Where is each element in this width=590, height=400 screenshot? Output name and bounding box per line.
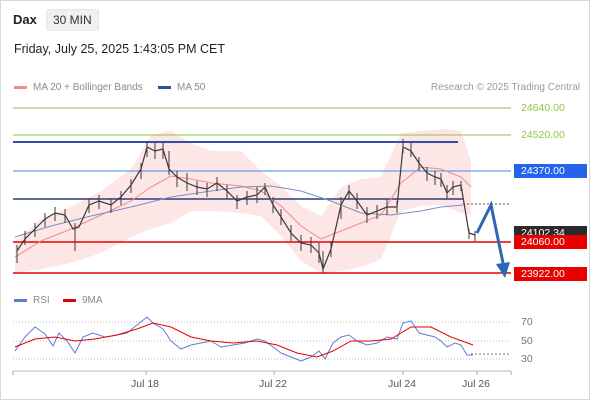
credit-text: Research © 2025 Trading Central	[430, 82, 580, 93]
price-label-24640: 24640.00	[521, 102, 565, 114]
ma9-line	[14, 322, 474, 358]
x-label-jul26: Jul 26	[462, 378, 491, 390]
legend-ma50: MA 50	[158, 82, 205, 93]
price-path	[16, 146, 476, 271]
ma50-swatch	[158, 85, 171, 89]
ma50-line	[14, 185, 464, 238]
x-label-jul22: Jul 22	[259, 378, 288, 390]
rsi-tick-30: 30	[521, 353, 533, 365]
price-label-24520: 24520.00	[521, 129, 565, 141]
legend-ma9: 9MA	[63, 295, 103, 306]
price-label-24370: 24370.00	[514, 164, 587, 178]
legend-ma20: MA 20 + Bollinger Bands	[14, 82, 143, 93]
price-label-24060: 24060.00	[514, 235, 587, 249]
forecast-arrowhead	[496, 262, 510, 278]
rsi-tick-70: 70	[521, 316, 533, 328]
legend-rsi-label: RSI	[33, 295, 50, 306]
legend-rsi: RSI	[14, 295, 50, 306]
rsi-tick-50: 50	[521, 335, 533, 347]
legend-ma9-label: 9MA	[82, 295, 103, 306]
x-label-jul18: Jul 18	[131, 378, 160, 390]
rsi-swatch	[14, 298, 27, 302]
timeframe-selector[interactable]: 30 MIN	[46, 9, 99, 31]
ma20-line	[14, 166, 472, 258]
timestamp: Friday, July 25, 2025 1:43:05 PM CET	[14, 42, 225, 56]
symbol-title: Dax	[13, 12, 37, 27]
ma20-swatch	[14, 85, 27, 89]
forecast-arrow-path	[475, 200, 505, 264]
bollinger-band	[15, 129, 471, 273]
candles	[16, 139, 476, 273]
x-label-jul24: Jul 24	[388, 378, 417, 390]
legend-ma20-label: MA 20 + Bollinger Bands	[33, 82, 143, 93]
price-label-23922: 23922.00	[514, 267, 587, 281]
ma9-swatch	[63, 298, 76, 302]
rsi-line	[14, 316, 473, 362]
x-axis-ticks	[12, 371, 512, 375]
legend-ma50-label: MA 50	[177, 82, 206, 93]
